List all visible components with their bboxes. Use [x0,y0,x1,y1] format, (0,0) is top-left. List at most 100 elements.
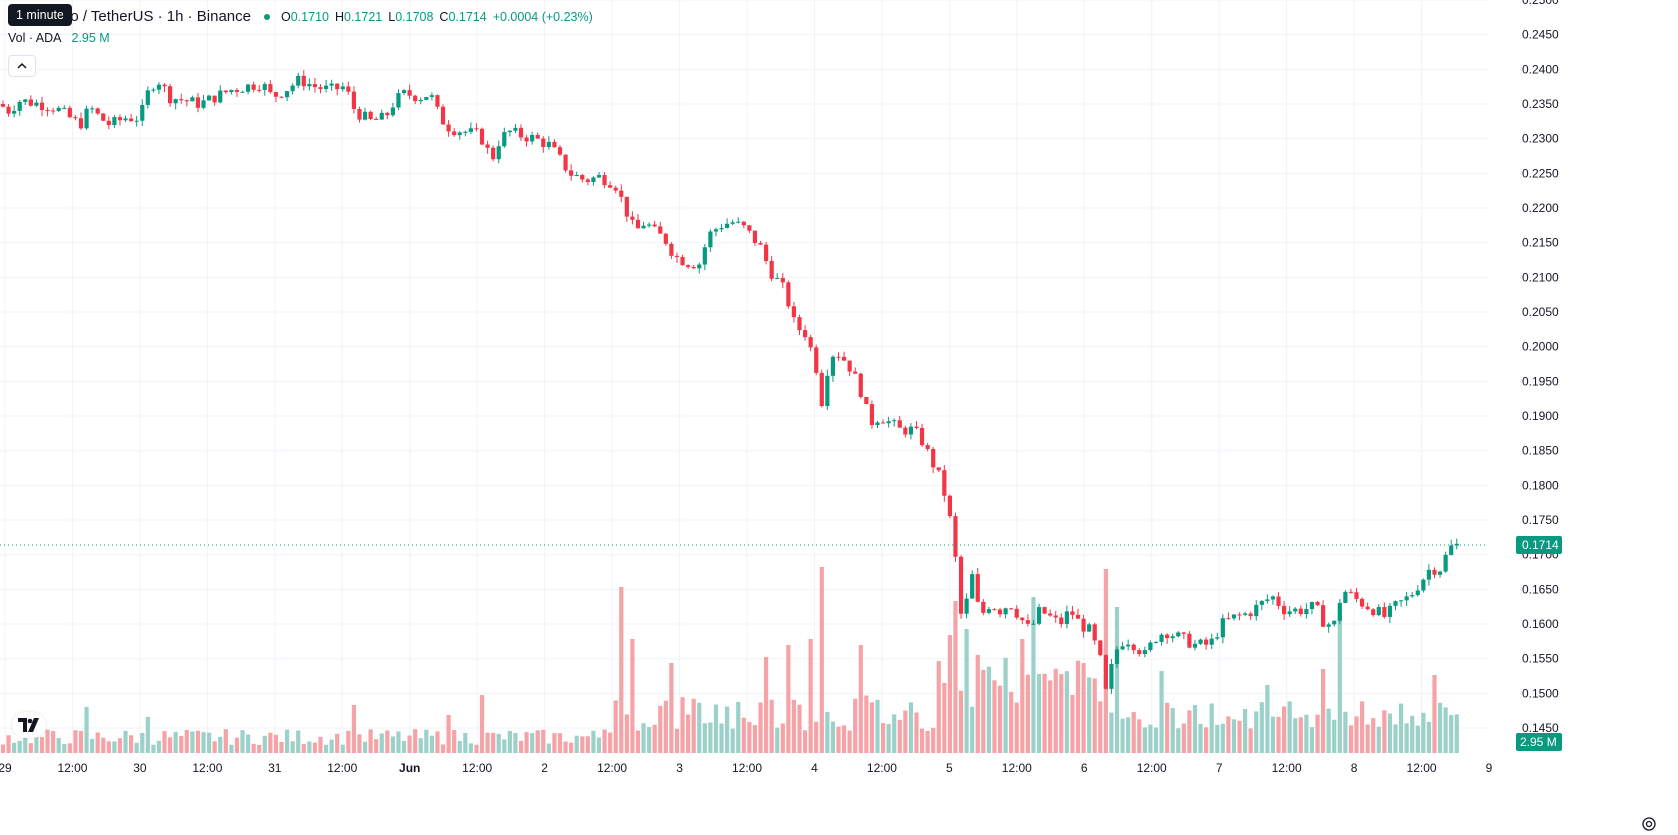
volume-bar [223,729,228,753]
volume-bar [468,743,473,753]
candle [206,94,212,101]
candle [446,119,451,137]
candle [635,214,641,229]
candle [552,139,557,148]
volume-bar [1148,724,1153,753]
candle [1192,639,1198,651]
volume-bar [919,728,925,753]
volume-bar [162,731,167,753]
candle [1153,641,1159,644]
candle [624,196,629,222]
candle [518,124,524,142]
volume-bar [84,707,89,753]
volume-bar [173,731,178,753]
candle [574,171,579,177]
candle [301,70,306,91]
volume-bar [28,743,33,753]
volume-bars [0,567,1459,753]
chart-settings-icon[interactable] [1640,815,1658,833]
candle [1426,564,1432,586]
candle [1248,611,1253,621]
candle [1159,632,1164,646]
candle [28,95,33,107]
volume-bar [1237,720,1242,753]
volume-bar [981,669,986,753]
volume-bar [413,729,418,753]
volume-bar [407,735,412,753]
candle [296,72,301,89]
volume-bar [1231,719,1237,753]
candle [474,123,479,132]
candle [268,80,273,94]
candle [390,102,395,118]
volume-bar [708,722,713,753]
candle [290,83,295,95]
volume-bar [970,706,975,753]
symbol-title[interactable]: no / TetherUS · 1h · Binance [62,8,251,25]
candle [686,264,691,270]
candle [323,79,329,93]
volume-bar [123,730,128,753]
volume-bar [841,725,847,753]
volume-bar [0,744,6,753]
time-tick-label: 12:00 [867,761,897,775]
volume-bar [323,744,329,753]
time-tick-label: 12:00 [597,761,627,775]
volume-bar [273,734,279,753]
volume-bar [34,733,39,753]
market-open-icon [261,10,273,23]
candle [908,423,914,440]
volume-legend[interactable]: Vol · ADA 2.95 M [8,31,110,45]
volume-bar [1064,671,1069,753]
candle [808,335,813,352]
volume-bar [56,738,61,753]
volume-bar [1131,712,1136,753]
volume-bar [580,736,585,753]
candle [1020,617,1025,624]
candle [429,92,434,101]
volume-bar [1114,607,1120,753]
volume-bar [903,710,908,753]
candle [524,135,529,147]
candle [1359,597,1365,609]
tradingview-logo-icon[interactable] [12,712,46,738]
collapse-legend-button[interactable] [8,55,36,77]
volume-bar [986,666,991,753]
candle [847,360,852,377]
volume-bar [1098,701,1103,753]
volume-bar [1359,701,1365,753]
time-axis[interactable]: 29 12:00 30 12:00 31 12:00 Jun 12:00 2 12:00 3 12:0… [0,753,1493,835]
candle [0,100,6,108]
volume-bar [630,639,635,753]
candle [747,224,752,234]
volume-bar [424,729,429,753]
volume-bar [763,657,769,753]
volume-bar [1215,724,1220,753]
candle [468,122,473,135]
volume-bar [1320,669,1326,753]
price-axis[interactable]: 0.2500 0.2450 0.2400 0.2350 0.2300 0.2250 0.22… [1488,0,1678,835]
time-tick-label: 4 [811,761,818,775]
volume-bar [491,732,496,753]
candle [145,86,150,109]
candle [702,244,707,271]
candle [708,229,713,252]
volume-bar [1332,719,1337,753]
candle [669,242,674,259]
candle [791,301,797,323]
volume-bar [396,731,401,753]
candle [1142,646,1147,658]
volume-bar [206,732,212,753]
candle [329,79,334,91]
candle [90,105,95,114]
candle [814,344,819,376]
time-tick-label: 3 [676,761,683,775]
candle [418,97,423,105]
candle [1120,641,1125,651]
candle [697,262,702,274]
volume-bar [635,730,641,753]
volume-bar [418,738,423,753]
volume-bar [574,735,579,753]
candle [986,606,991,615]
